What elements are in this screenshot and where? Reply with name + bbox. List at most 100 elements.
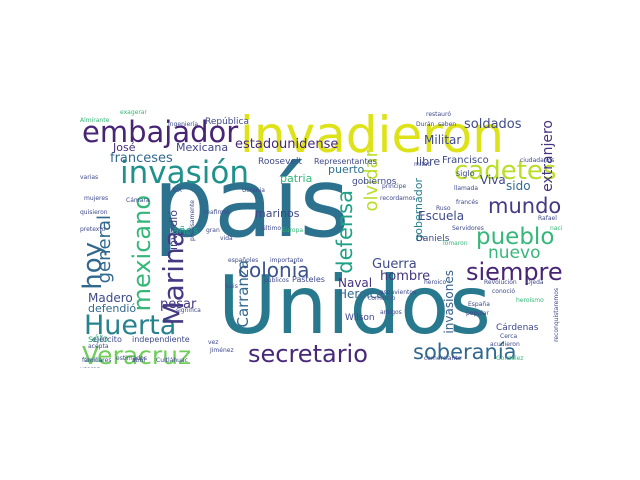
word-heroico: heroico (424, 279, 447, 286)
word-soldados: soldados (464, 117, 522, 132)
word-huerta: Huerta (84, 310, 177, 341)
word-franceses: franceses (110, 151, 173, 166)
word-jimenez: Jiménez (210, 347, 234, 354)
word-familiares: familiares (82, 357, 112, 364)
word-mexicana: Mexicana (176, 141, 229, 154)
word-cardenas: Cárdenas (496, 323, 539, 333)
word-republica: República (205, 117, 249, 127)
word-quisieron: quisieron (80, 209, 108, 216)
word-mexicano: mexicano (128, 195, 156, 312)
word-viva: Viva (480, 173, 506, 187)
word-naval: Naval (338, 276, 373, 290)
word-tomaron: Tomaron (442, 240, 468, 247)
word-ojeda: Ojeda (526, 279, 544, 286)
word-llamada: llamada (454, 185, 479, 192)
word-saben: saben (438, 121, 457, 128)
word-mitad: mitad (414, 161, 432, 168)
word-popular: popular (466, 310, 489, 317)
word-servidores: Servidores (452, 225, 484, 232)
word-comerciante: comerciante (424, 355, 462, 362)
word-mujeres: mujeres (84, 195, 109, 202)
word-abril: abril (132, 357, 146, 364)
word-comercio: comercio (368, 295, 396, 302)
word-defensa: defensa (333, 190, 357, 274)
word-aspavientos: aspavientos (380, 289, 417, 296)
word-gonzalez: González (496, 355, 524, 362)
word-vez: vez (208, 339, 219, 346)
word-libre: libre (416, 155, 441, 168)
word-reafirmo: reafirmó (204, 209, 230, 216)
word-guerra: Guerra (372, 257, 417, 272)
word-varias: varias (80, 174, 99, 181)
word-cuitlahuac: Cuitláhuac (156, 357, 188, 364)
word-independiente: independiente (132, 335, 190, 344)
word-mundo: mundo (488, 194, 562, 218)
word-importante: importante (270, 257, 304, 264)
word-ultimo: último (262, 225, 282, 232)
word-significa: significa (176, 307, 201, 314)
word-restauro: restauró (426, 111, 451, 118)
word-pretexto: pretexto (80, 226, 106, 233)
word-publicos: públicos (264, 277, 289, 284)
word-sido: sido (506, 179, 531, 193)
word-espanoles: españoles (228, 257, 259, 264)
word-francisco: Francisco (442, 155, 489, 166)
word-extranjero: extranjero (540, 120, 556, 192)
word-puerto: puerto (328, 163, 365, 176)
word-garcia: García (84, 357, 104, 364)
word-invasion: invasión (120, 155, 249, 191)
word-ruso: Ruso (436, 205, 451, 212)
word-acepta: acepta (88, 343, 109, 350)
word-representantes: Representantes (314, 157, 377, 166)
word-cadetes: cadetes (454, 156, 557, 186)
word-ciudadanos: ciudadanos (520, 157, 555, 164)
word-madero: Madero (88, 291, 133, 305)
word-wilson: Wilson (345, 313, 375, 323)
word-anos: años (172, 224, 199, 237)
word-principe: príncipe (382, 183, 407, 190)
word-siglo: siglo (456, 169, 475, 178)
word-ejercito: ejército (92, 335, 122, 344)
word-frances: francés (456, 199, 479, 206)
word-ucrania: Ucrania (242, 187, 265, 194)
word-reconquistaremos: reconquistaremos (553, 288, 560, 342)
word-espana: España (468, 301, 490, 308)
word-estadounidense: estadounidense (235, 137, 339, 152)
word-solo: sólo (88, 334, 109, 345)
word-xix: XIX (172, 187, 182, 194)
word-pais: país (153, 147, 350, 259)
word-siempre: siempre (466, 258, 562, 286)
word-soberania: soberanía (413, 340, 517, 364)
word-embajador: embajador (82, 115, 239, 149)
word-pueblo: pueblo (476, 224, 555, 250)
word-camara: Cámara (126, 197, 150, 204)
word-precisamente: precisamente (189, 200, 196, 241)
word-unidos: Unidos (218, 259, 491, 352)
word-conocio: conoció (492, 288, 516, 295)
word-veracruz: Veracruz (82, 341, 192, 368)
word-daniels: Daniels (416, 234, 450, 244)
word-recordamos: recordamos (380, 195, 416, 202)
word-luis: Luis (226, 283, 238, 290)
word-escuela: Escuela (418, 209, 465, 223)
word-rafael: Rafael (538, 215, 557, 222)
word-cerca: Cerca (500, 333, 518, 340)
word-ingenieria: Ingeniería (168, 121, 199, 128)
word-heroismo: heroísmo (516, 297, 544, 304)
word-patria: patria (280, 172, 313, 185)
word-heroica: Heroica (338, 287, 384, 301)
word-usaron: usaron (80, 367, 100, 369)
word-nuevo: nuevo (488, 243, 541, 263)
word-cloud: país Unidos invadieron embajador invasió… (80, 100, 562, 368)
word-europa: Europa (282, 227, 304, 234)
word-acudieron: acudieron (490, 341, 520, 348)
word-exagerar: exagerar (120, 109, 147, 116)
word-gran: gran (206, 227, 220, 234)
word-almirante: Almirante (80, 117, 110, 124)
word-militar: Militar (424, 133, 462, 147)
word-roosevelt: Roosevelt (258, 157, 302, 167)
word-amigos: amigos (380, 309, 402, 316)
word-marinos: marinos (255, 207, 300, 220)
word-invadieron: invadieron (240, 106, 504, 164)
